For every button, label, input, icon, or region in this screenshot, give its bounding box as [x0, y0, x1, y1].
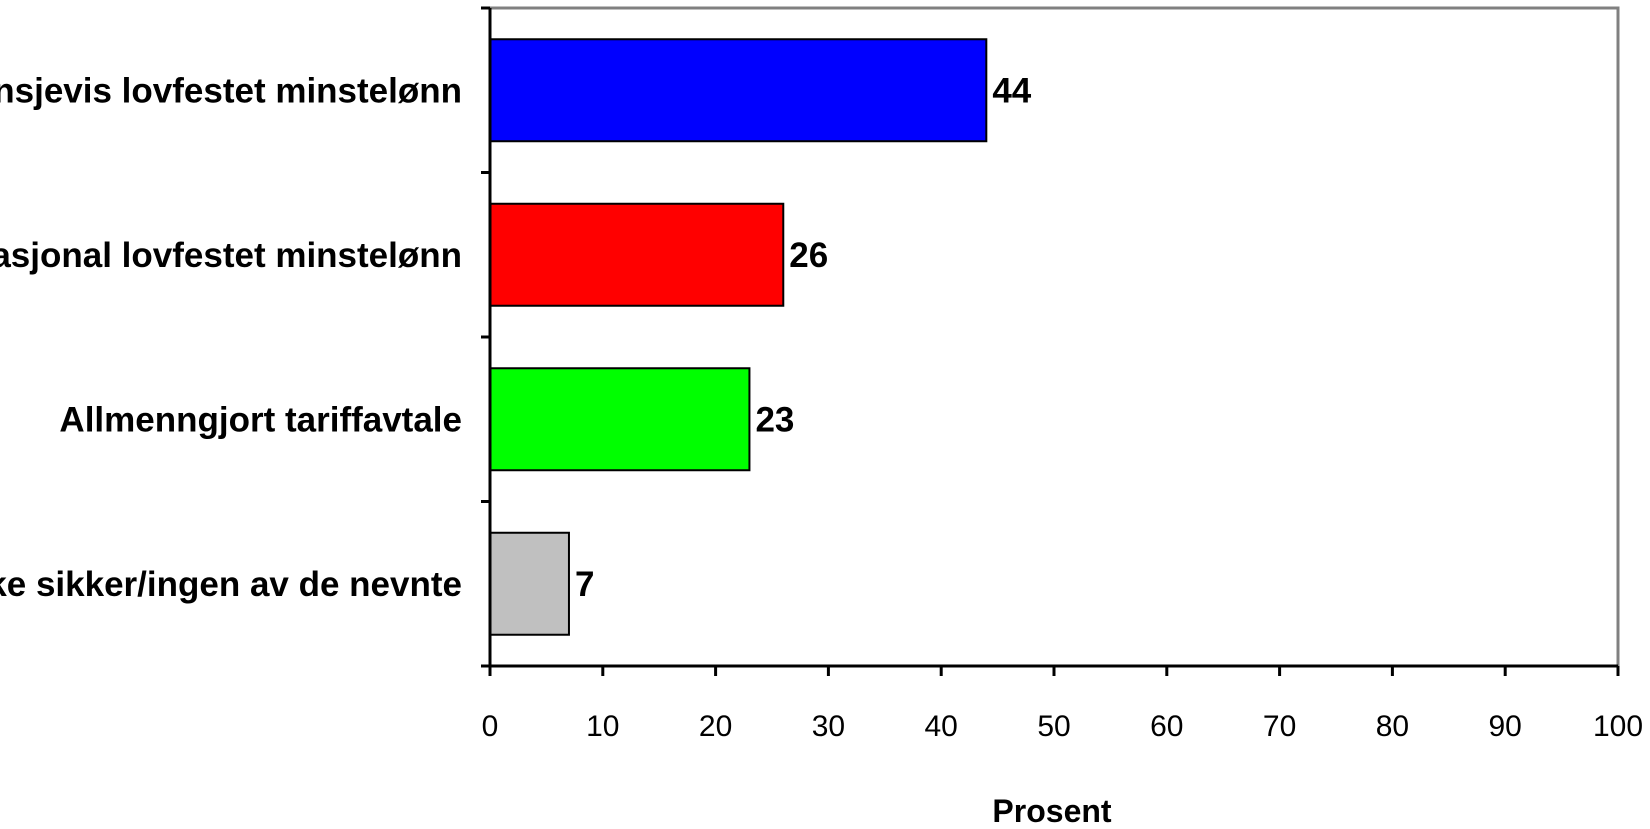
- bar-value-label: 23: [755, 400, 794, 439]
- bar: [489, 202, 785, 307]
- x-tick-label: 90: [1489, 710, 1522, 743]
- x-axis-title: Prosent: [992, 793, 1111, 829]
- bar: [489, 38, 988, 143]
- category-label: Allmenngjort tariffavtale: [59, 400, 462, 439]
- category-label: Bransjevis lovfestet minstelønn: [0, 71, 462, 110]
- bar: [489, 531, 570, 636]
- bar: [489, 367, 751, 472]
- category-labels-group: Bransjevis lovfestet minstelønn Nasjonal …: [0, 71, 462, 604]
- bars-group: 44 26 23 7: [489, 38, 1032, 636]
- x-tick-label: 50: [1037, 710, 1070, 743]
- x-tick-label: 100: [1593, 710, 1643, 743]
- x-tick-label: 60: [1150, 710, 1183, 743]
- bar-value-label: 7: [575, 565, 594, 604]
- x-ticks-group: 0 10 20 30 40 50 60 70 80 90 100: [481, 6, 1643, 743]
- category-label: Nasjonal lovfestet minstelønn: [0, 236, 462, 275]
- bar-value-label: 26: [789, 236, 828, 275]
- bar-value-label: 44: [992, 71, 1031, 110]
- x-tick-label: 40: [925, 710, 958, 743]
- x-tick-label: 80: [1376, 710, 1409, 743]
- x-tick-label: 0: [482, 710, 499, 743]
- x-tick-label: 20: [699, 710, 732, 743]
- x-tick-label: 10: [586, 710, 619, 743]
- x-tick-label: 70: [1263, 710, 1296, 743]
- category-label: Ikke sikker/ingen av de nevnte: [0, 565, 462, 604]
- x-tick-label: 30: [812, 710, 845, 743]
